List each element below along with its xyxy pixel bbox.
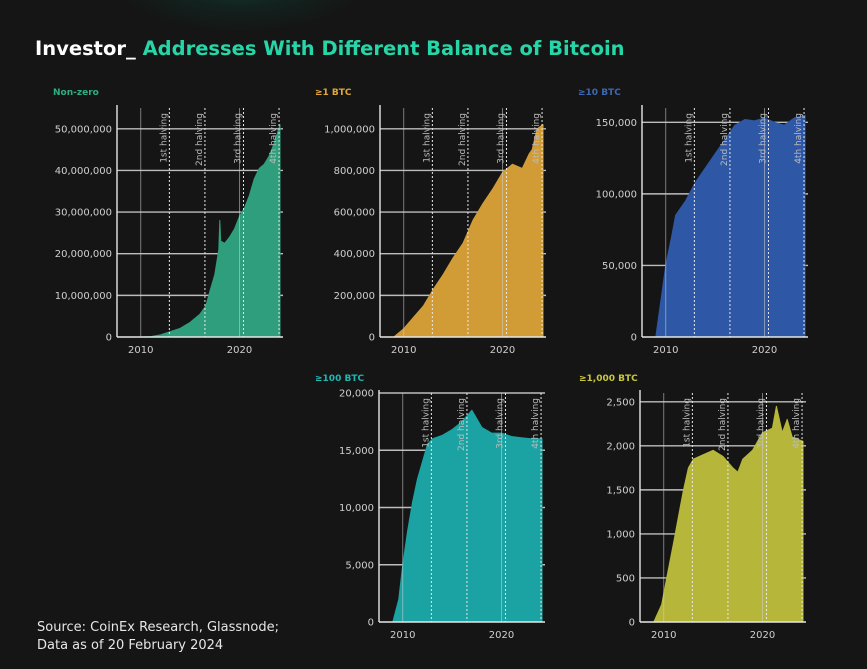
panel-label: ≥10 BTC [578,88,621,98]
x-tick-label: 2010 [390,630,415,641]
y-tick-label: 400,000 [334,249,375,260]
x-tick-label: 2020 [750,630,775,641]
y-tick-label: 20,000 [339,389,374,400]
panel-label: ≥1,000 BTC [579,374,638,384]
y-tick-label: 30,000,000 [55,208,112,219]
y-tick-label: 1,000,000 [324,124,375,135]
y-tick-label: 1,500 [606,485,635,496]
y-tick-label: 50,000 [602,261,637,272]
halving-label: 2nd halving [720,113,730,166]
y-tick-label: 2,000 [606,441,635,452]
halving-label: 3rd halving [758,113,768,164]
halving-label: 3rd halving [233,113,243,164]
halving-label: 4th halving [531,398,541,449]
x-tick-label: 2010 [391,345,416,356]
y-tick-label: 500 [616,573,635,584]
halving-label: 1st halving [421,398,431,448]
x-tick-label: 2020 [752,345,777,356]
chart-panel-3: ≥10 BTC 0 50,000 100,000 150,000 1st halving 2… [578,88,808,356]
halving-label: 4th halving [794,113,804,164]
panel-label: ≥1 BTC [315,88,352,98]
y-tick-label: 2,500 [606,397,635,408]
halving-label: 3rd halving [496,113,506,164]
halving-label: 1st halving [159,113,169,163]
series-area [392,409,543,623]
series-area [393,124,544,338]
y-tick-label: 0 [106,333,112,344]
halving-label: 2nd halving [458,113,468,166]
halving-label: 3rd halving [495,398,505,449]
y-tick-label: 10,000 [339,503,374,514]
x-tick-label: 2020 [490,345,515,356]
halving-label: 1st halving [422,113,432,163]
y-tick-label: 0 [369,333,375,344]
source-line-2: Data as of 20 February 2024 [37,638,224,653]
chart-panel-1: Non-zero 0 10,000,000 20,000,000 30,000,000 4… [53,88,283,356]
panel-label: Non-zero [53,88,99,98]
panel-label: ≥100 BTC [315,374,364,384]
y-tick-label: 600,000 [334,208,375,219]
source-note: Source: CoinEx Research, Glassnode; Data… [37,619,279,655]
y-tick-label: 15,000 [339,446,374,457]
halving-label: 1st halving [682,398,692,448]
title-prefix: Investor_ [35,37,136,60]
source-line-1: Source: CoinEx Research, Glassnode; [37,620,279,635]
y-tick-label: 100,000 [596,189,637,200]
halving-label: 2nd halving [718,398,728,451]
y-tick-label: 0 [629,618,635,629]
halving-label: 2nd halving [457,398,467,451]
page-title: Investor_ Addresses With Different Balan… [35,37,625,60]
y-tick-label: 10,000,000 [55,291,112,302]
y-tick-label: 0 [631,333,637,344]
y-tick-label: 0 [368,618,374,629]
y-tick-label: 20,000,000 [55,249,112,260]
halving-label: 2nd halving [195,113,205,166]
halving-label: 4th halving [792,398,802,449]
chart-panel-5: ≥1,000 BTC 0 500 1,000 1,500 2,000 2,500 1st ha… [579,374,806,641]
chart-panel-2: ≥1 BTC 0 200,000 400,000 600,000 800,000 1,000… [315,88,546,356]
x-tick-label: 2020 [227,345,252,356]
series-area [655,114,806,338]
x-tick-label: 2010 [128,345,153,356]
y-tick-label: 40,000,000 [55,166,112,177]
y-tick-label: 50,000,000 [55,124,112,135]
x-tick-label: 2010 [651,630,676,641]
x-tick-label: 2020 [489,630,514,641]
x-tick-label: 2010 [653,345,678,356]
halving-label: 4th halving [532,113,542,164]
y-tick-label: 5,000 [345,560,374,571]
chart-panel-4: ≥100 BTC 0 5,000 10,000 15,000 20,000 1st halv… [315,374,545,641]
series-area [130,124,281,338]
y-tick-label: 200,000 [334,291,375,302]
title-main: Addresses With Different Balance of Bitc… [142,37,625,60]
halving-label: 3rd halving [756,398,766,449]
y-tick-label: 800,000 [334,166,375,177]
halving-label: 1st halving [684,113,694,163]
halving-label: 4th halving [269,113,279,164]
y-tick-label: 1,000 [606,529,635,540]
y-tick-label: 150,000 [596,118,637,129]
